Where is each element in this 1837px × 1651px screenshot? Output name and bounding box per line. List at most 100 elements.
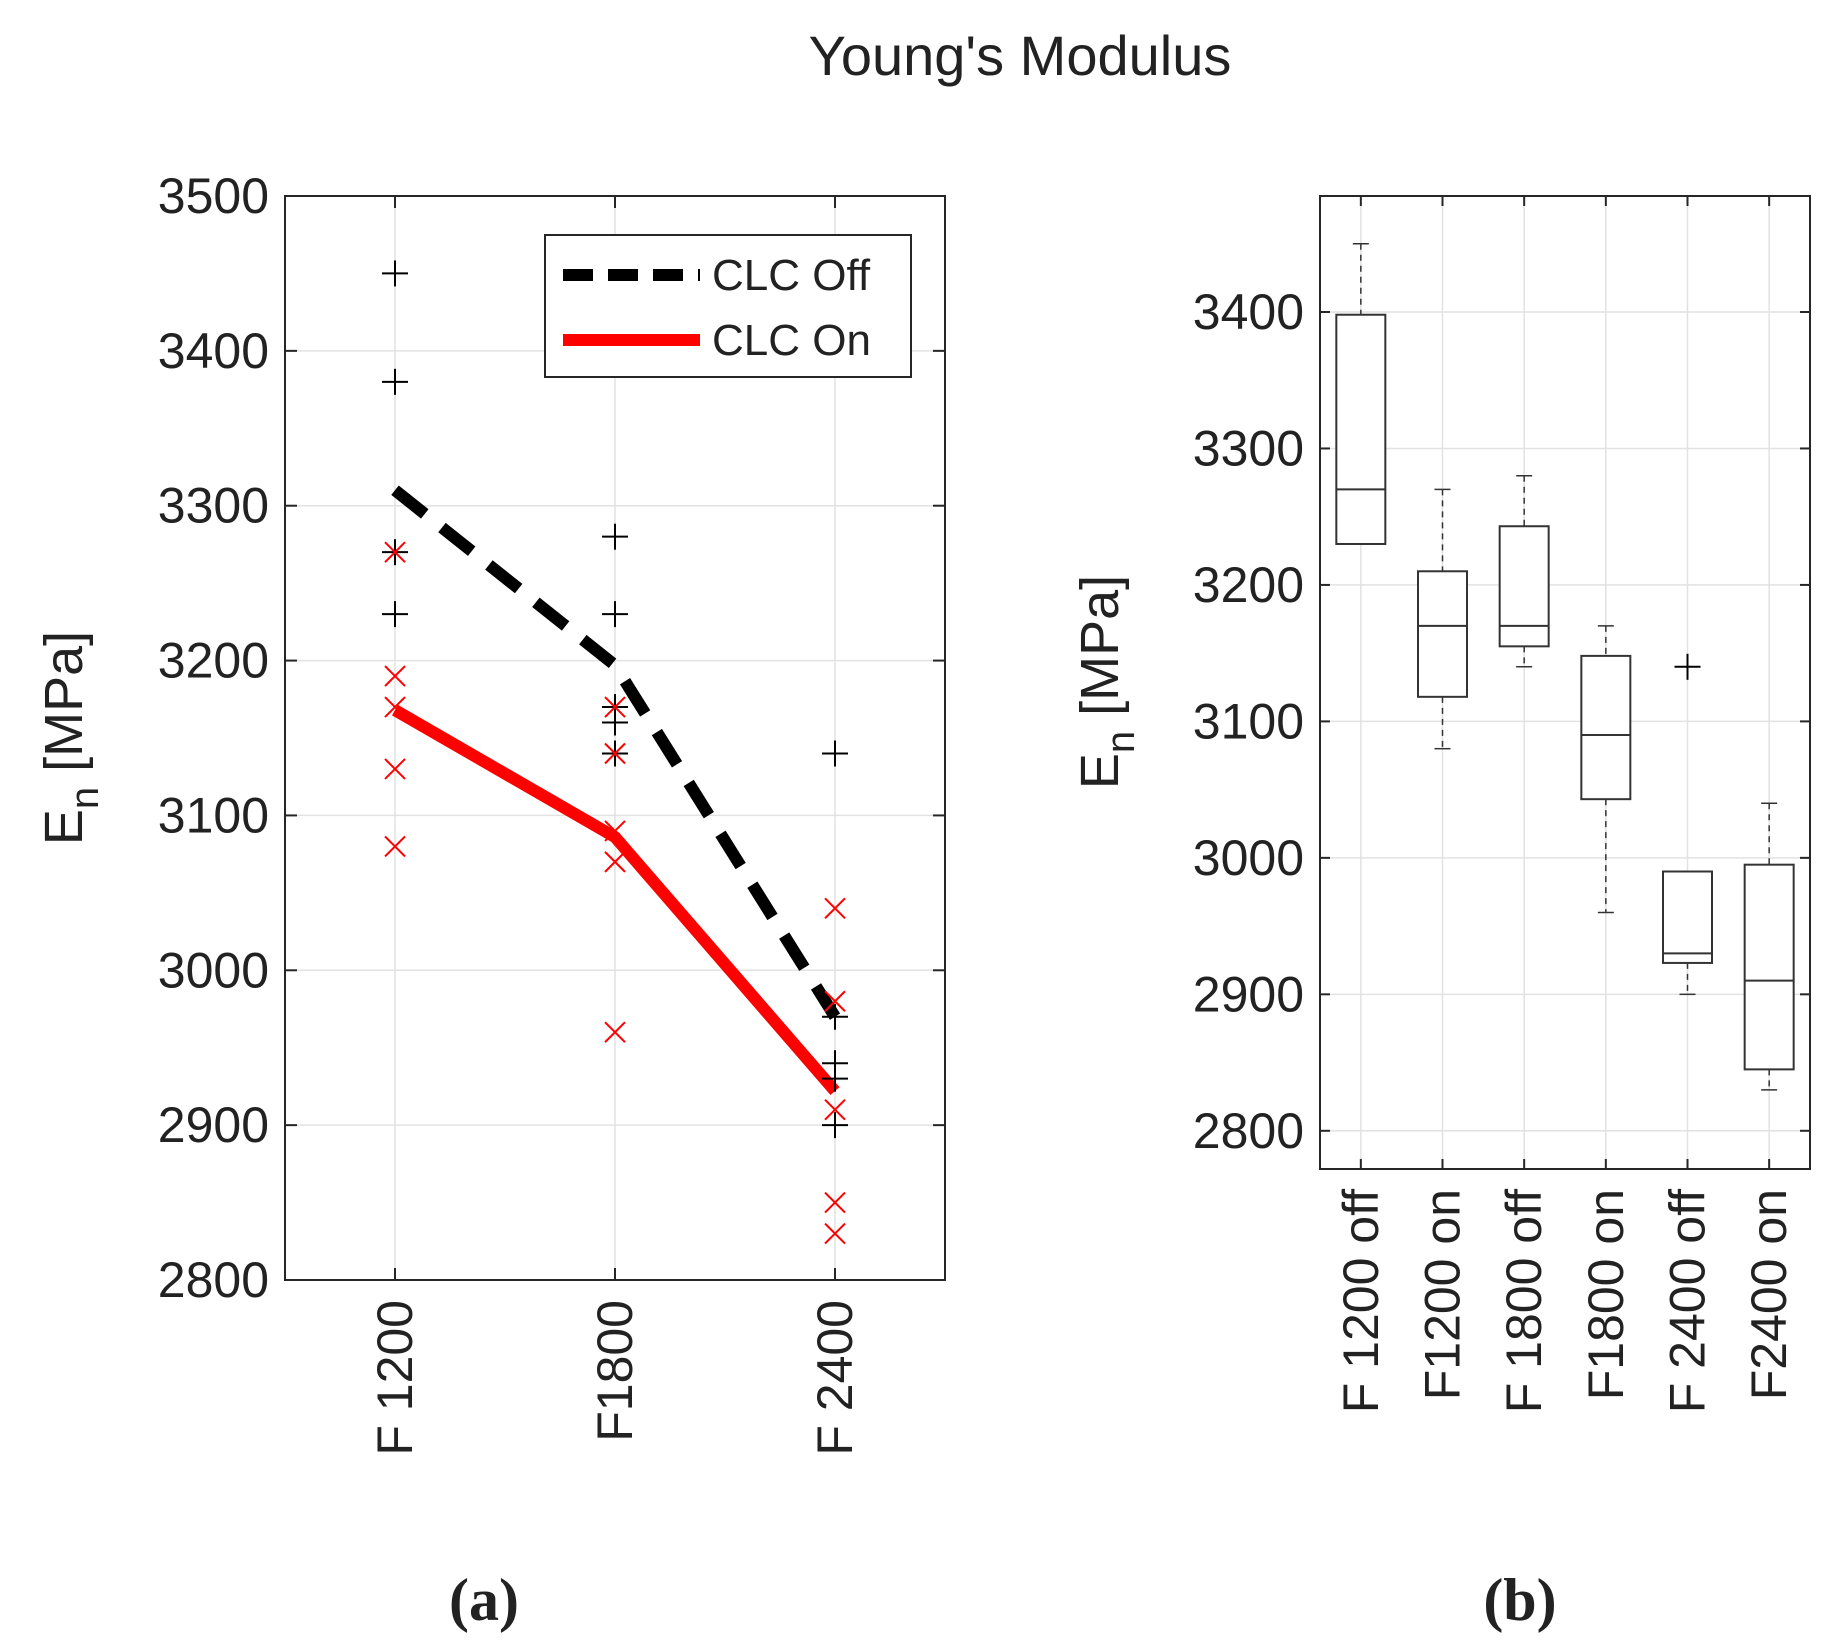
marker-stroke bbox=[824, 1191, 846, 1214]
y-tick-label: 3200 bbox=[1193, 557, 1304, 613]
marker-stroke bbox=[384, 665, 406, 687]
panel-b-axes-box bbox=[1319, 195, 1811, 1170]
x-marker bbox=[824, 897, 846, 920]
x-marker bbox=[824, 990, 846, 1012]
panel-a-ticks: 2800 2900 3000 3100 3200 3300 3400 3500 F 1200 F1… bbox=[158, 168, 945, 1456]
figure-title: Young's Modulus bbox=[809, 24, 1232, 87]
panel-a-legend: CLC Off CLC On bbox=[544, 234, 912, 378]
marker-stroke bbox=[384, 835, 406, 858]
x-tick-label: F1800 bbox=[587, 1300, 643, 1442]
y-tick-label: 3300 bbox=[158, 478, 269, 534]
series-line-clc-on bbox=[392, 704, 840, 1096]
x-marker bbox=[384, 541, 406, 563]
marker-stroke bbox=[384, 541, 406, 563]
plus-marker bbox=[822, 1065, 848, 1092]
panel-a-axes-box bbox=[284, 195, 946, 1281]
box-iqr bbox=[1498, 525, 1550, 648]
y-tick-label: 3400 bbox=[1193, 284, 1304, 340]
box-iqr bbox=[1743, 863, 1795, 1071]
x-tick-label: F 1200 off bbox=[1333, 1189, 1389, 1413]
plus-marker bbox=[602, 601, 628, 628]
y-tick-label: 2800 bbox=[1193, 1103, 1304, 1159]
plus-marker bbox=[602, 523, 628, 550]
panel-b-label: (b) bbox=[1483, 1567, 1556, 1633]
x-marker bbox=[384, 696, 406, 718]
x-marker bbox=[604, 1021, 626, 1043]
legend-label-clc-off: CLC Off bbox=[712, 251, 871, 300]
legend-label-clc-on: CLC On bbox=[712, 316, 871, 365]
x-tick-label: F 1800 off bbox=[1496, 1189, 1552, 1413]
marker-stroke bbox=[604, 696, 626, 718]
box-iqr bbox=[1580, 654, 1632, 801]
outlier-marker bbox=[1674, 653, 1701, 680]
marker-stroke bbox=[384, 696, 406, 718]
x-marker bbox=[384, 835, 406, 858]
panel-a-markers bbox=[382, 260, 848, 1245]
marker-stroke bbox=[824, 897, 846, 920]
box-f-1200-off bbox=[1335, 243, 1387, 545]
x-tick-label: F 2400 off bbox=[1660, 1189, 1716, 1413]
plus-marker bbox=[822, 1003, 848, 1030]
x-marker bbox=[604, 742, 626, 765]
x-marker bbox=[604, 851, 626, 873]
panel-b-box-plot: 2800 2900 3000 3100 3200 3300 3400 F 1200 off F1… bbox=[1070, 195, 1811, 1633]
plus-marker bbox=[602, 709, 628, 736]
x-tick-label: F 1200 bbox=[367, 1300, 423, 1456]
y-tick-label: 3500 bbox=[158, 168, 269, 224]
marker-stroke bbox=[824, 990, 846, 1012]
box-f2400-on bbox=[1743, 802, 1795, 1091]
y-tick-label: 3000 bbox=[158, 942, 269, 998]
panel-b-ylabel: En [MPa] bbox=[1070, 575, 1143, 789]
series-line-clc-off bbox=[391, 485, 841, 1020]
panel-a-line-chart: 2800 2900 3000 3100 3200 3300 3400 3500 F 1200 F1… bbox=[34, 168, 946, 1633]
marker-stroke bbox=[824, 1098, 846, 1121]
y-tick-label: 3200 bbox=[158, 633, 269, 689]
marker-stroke bbox=[604, 820, 626, 842]
y-tick-label: 2800 bbox=[158, 1252, 269, 1308]
box-f1200-on bbox=[1417, 488, 1468, 750]
x-tick-label: F2400 on bbox=[1741, 1189, 1797, 1400]
x-marker bbox=[604, 696, 626, 718]
x-marker bbox=[384, 665, 406, 687]
y-tick-label: 3400 bbox=[158, 323, 269, 379]
x-tick-label: F1800 on bbox=[1578, 1189, 1634, 1400]
x-marker bbox=[824, 1191, 846, 1214]
box-iqr bbox=[1335, 313, 1387, 545]
box-f-2400-off bbox=[1662, 653, 1713, 996]
box-f-1800-off bbox=[1498, 475, 1550, 668]
panel-a-label: (a) bbox=[449, 1567, 519, 1633]
y-tick-label: 3100 bbox=[1193, 693, 1304, 749]
y-tick-label: 2900 bbox=[158, 1097, 269, 1153]
plus-marker bbox=[822, 1112, 848, 1139]
x-marker bbox=[384, 758, 406, 780]
box-iqr bbox=[1662, 870, 1713, 964]
panel-b-boxes bbox=[1335, 243, 1795, 1091]
plus-marker bbox=[382, 368, 408, 395]
panel-b-ticks: 2800 2900 3000 3100 3200 3300 3400 F 1200 off F1… bbox=[1193, 196, 1810, 1413]
marker-stroke bbox=[824, 1222, 846, 1245]
legend-box bbox=[544, 234, 912, 378]
marker-stroke bbox=[604, 742, 626, 765]
panel-a-ylabel: En [MPa] bbox=[34, 631, 107, 845]
panel-b-plot-area bbox=[1320, 196, 1810, 1169]
y-tick-label: 3100 bbox=[158, 787, 269, 843]
x-tick-label: F 2400 bbox=[807, 1300, 863, 1456]
marker-stroke bbox=[604, 1021, 626, 1043]
marker-stroke bbox=[604, 851, 626, 873]
marker-stroke bbox=[384, 758, 406, 780]
panel-a-series bbox=[391, 485, 841, 1096]
box-iqr bbox=[1417, 570, 1468, 698]
y-tick-label: 3300 bbox=[1193, 420, 1304, 476]
x-marker bbox=[824, 1222, 846, 1245]
plus-marker bbox=[382, 260, 408, 287]
panel-b-grid bbox=[1320, 196, 1810, 1169]
x-marker bbox=[604, 820, 626, 842]
plus-marker bbox=[382, 601, 408, 628]
y-tick-label: 3000 bbox=[1193, 830, 1304, 886]
x-marker bbox=[824, 1098, 846, 1121]
x-tick-label: F1200 on bbox=[1415, 1189, 1471, 1400]
plus-marker bbox=[822, 740, 848, 767]
y-tick-label: 2900 bbox=[1193, 966, 1304, 1022]
box-f1800-on bbox=[1580, 625, 1632, 914]
